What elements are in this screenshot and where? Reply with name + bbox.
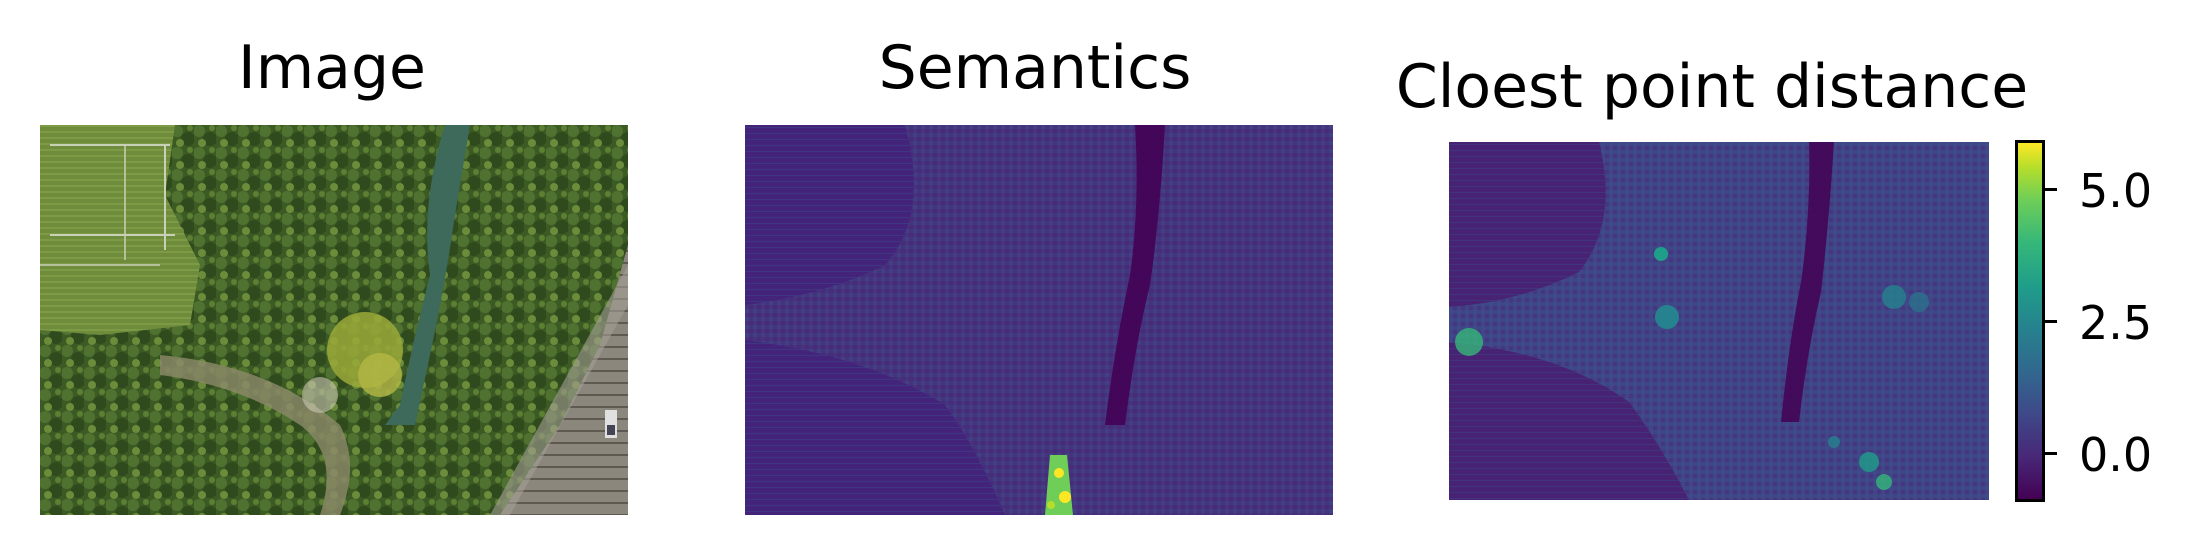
colorbar-tick <box>2045 452 2057 455</box>
distance-map <box>1449 142 1989 500</box>
colorbar-tick <box>2045 320 2057 323</box>
colorbar-tick-label: 5.0 <box>2079 164 2153 218</box>
colorbar-tick <box>2045 188 2057 191</box>
semantics-map <box>745 125 1333 515</box>
aerial-image <box>40 125 628 515</box>
colorbar-tick-label: 0.0 <box>2079 428 2153 482</box>
distance-panel-title: Cloest point distance <box>1395 52 2029 122</box>
semantics-panel-title: Semantics <box>878 33 1192 103</box>
colorbar <box>2015 140 2045 502</box>
image-panel-title: Image <box>238 33 426 103</box>
colorbar-tick-label: 2.5 <box>2079 296 2153 350</box>
